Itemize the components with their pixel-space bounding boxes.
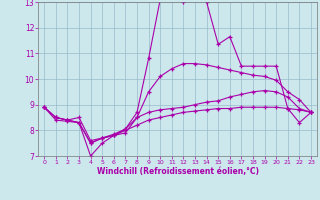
X-axis label: Windchill (Refroidissement éolien,°C): Windchill (Refroidissement éolien,°C)	[97, 167, 259, 176]
